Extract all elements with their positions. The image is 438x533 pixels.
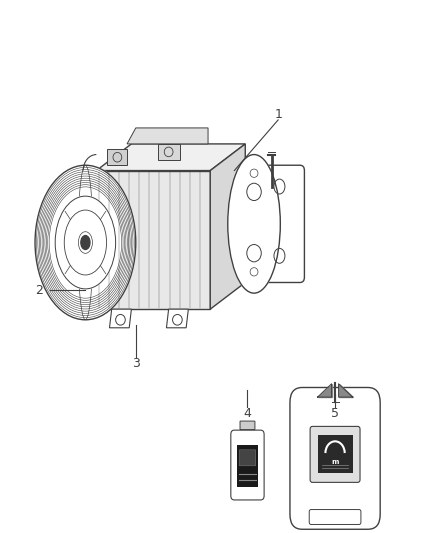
- FancyBboxPatch shape: [309, 510, 361, 524]
- FancyBboxPatch shape: [318, 435, 353, 473]
- Polygon shape: [339, 384, 353, 397]
- FancyBboxPatch shape: [231, 430, 264, 500]
- FancyBboxPatch shape: [237, 445, 258, 487]
- Ellipse shape: [35, 165, 136, 320]
- Text: m: m: [332, 458, 339, 465]
- Text: 4: 4: [244, 407, 251, 419]
- Polygon shape: [96, 171, 210, 309]
- Ellipse shape: [81, 236, 90, 249]
- Ellipse shape: [64, 210, 106, 275]
- Ellipse shape: [228, 155, 280, 293]
- Polygon shape: [318, 384, 332, 397]
- Text: 1: 1: [274, 108, 282, 121]
- Ellipse shape: [55, 196, 116, 289]
- FancyBboxPatch shape: [290, 387, 380, 529]
- Text: 2: 2: [35, 284, 43, 297]
- Polygon shape: [166, 309, 188, 328]
- FancyBboxPatch shape: [254, 165, 304, 282]
- Polygon shape: [96, 144, 245, 171]
- Text: 3: 3: [132, 357, 140, 370]
- FancyBboxPatch shape: [239, 450, 256, 466]
- Polygon shape: [110, 309, 131, 328]
- Text: 5: 5: [331, 407, 339, 419]
- FancyBboxPatch shape: [310, 426, 360, 482]
- Polygon shape: [127, 128, 208, 144]
- FancyBboxPatch shape: [241, 424, 254, 438]
- FancyBboxPatch shape: [240, 421, 255, 430]
- Polygon shape: [210, 144, 245, 309]
- Polygon shape: [107, 149, 127, 165]
- Polygon shape: [158, 144, 180, 160]
